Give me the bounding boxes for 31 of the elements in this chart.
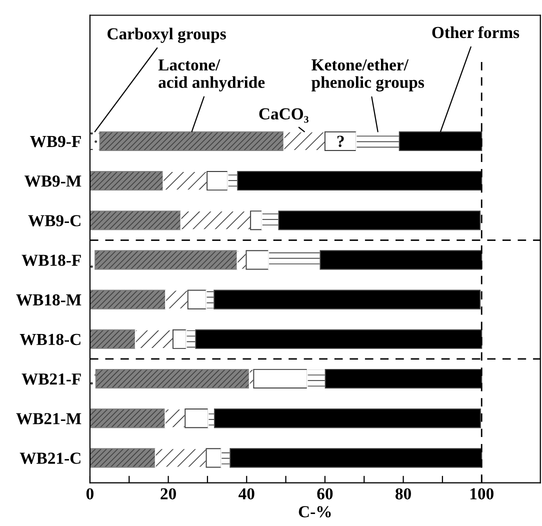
bar [90,290,166,310]
y-tick-label: WB21-M [16,413,82,424]
x-tick-label: 40 [238,488,254,500]
x-tick-label: 0 [86,488,94,500]
series-label: CaCO₃ [259,108,308,123]
y-tick-label: WB9-F [30,136,81,148]
bar [90,170,164,191]
annotation: ? [337,136,344,147]
bar [90,210,182,230]
text: Ketone/ether/ phenolic groups [312,58,424,92]
y-tick-label: WB18-C [20,334,80,346]
text: Carboxyl groups [108,28,226,43]
x-axis-title: C-% [298,506,331,518]
y-tick-label: WB18-F [22,254,81,266]
bar [99,131,284,151]
x-tick-label: 100 [470,488,494,500]
x-tick-label: 80 [396,488,411,500]
text: Lactone/ acid anhydride [158,59,265,92]
y-tick-label: WB9-M [24,176,82,187]
bar [90,448,156,468]
bar [90,329,136,349]
bar [94,250,238,270]
y-tick-label: WB9-C [28,215,80,226]
y-tick-label: WB18-M [16,294,82,306]
x-tick-label: 20 [160,488,176,500]
y-tick-label: WB21-F [22,373,81,385]
bar [90,408,166,428]
y-tick-label: WB21-C [20,452,80,464]
x-tick-label: 60 [317,488,333,500]
text: Other forms [432,26,520,38]
bar [95,368,250,389]
